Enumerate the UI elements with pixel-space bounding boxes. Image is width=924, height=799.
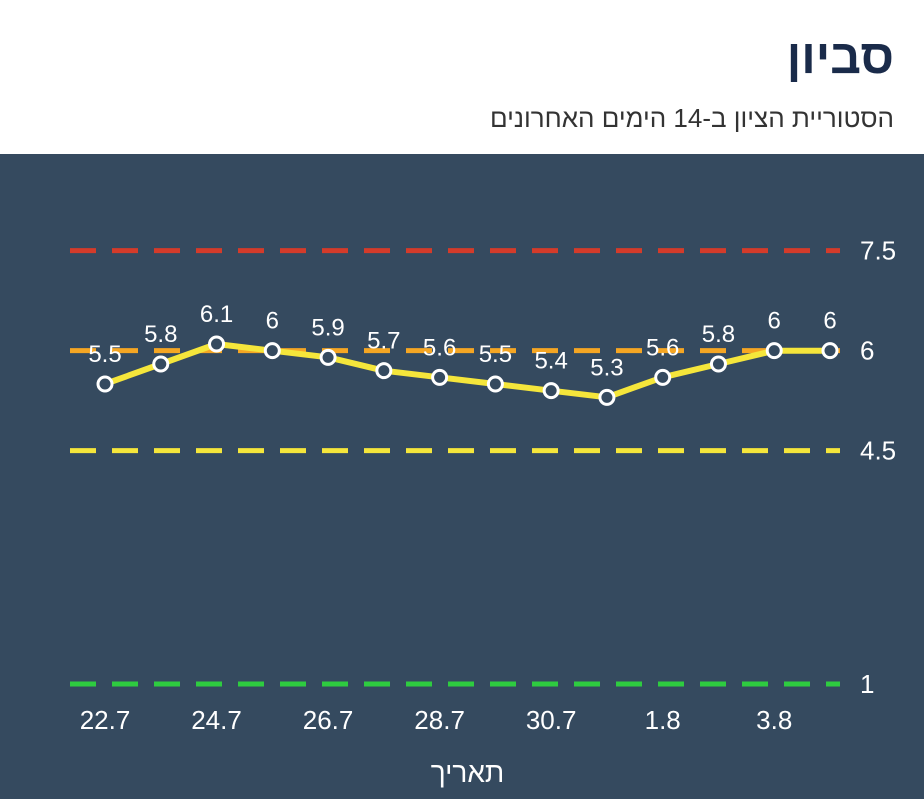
svg-text:5.8: 5.8 — [702, 321, 735, 348]
svg-text:1.8: 1.8 — [645, 705, 681, 735]
svg-text:5.5: 5.5 — [479, 341, 512, 368]
svg-text:5.7: 5.7 — [367, 328, 400, 355]
svg-text:6.1: 6.1 — [200, 301, 233, 328]
svg-text:24.7: 24.7 — [191, 705, 242, 735]
svg-text:30.7: 30.7 — [526, 705, 577, 735]
svg-text:22.7: 22.7 — [80, 705, 131, 735]
svg-text:1: 1 — [860, 669, 874, 699]
chart-container: 7.5 6 4.5 1 5.5 5.8 6.1 6 5.9 5.7 5.6 5.5 5.4 5.3 5.6 5… — [0, 154, 924, 799]
svg-text:6: 6 — [768, 308, 781, 335]
svg-text:7.5: 7.5 — [860, 236, 896, 266]
svg-text:3.8: 3.8 — [756, 705, 792, 735]
svg-text:6: 6 — [266, 308, 279, 335]
svg-text:5.6: 5.6 — [646, 334, 679, 361]
svg-text:28.7: 28.7 — [414, 705, 465, 735]
chart-header: סביון הסטוריית הציון ב-14 הימים האחרונים — [0, 0, 924, 154]
svg-text:5.5: 5.5 — [88, 341, 121, 368]
line-chart: 7.5 6 4.5 1 5.5 5.8 6.1 6 5.9 5.7 5.6 5.5 5.4 5.3 5.6 5… — [0, 154, 924, 799]
svg-text:6: 6 — [860, 336, 874, 366]
svg-text:5.4: 5.4 — [534, 348, 567, 375]
svg-text:5.3: 5.3 — [590, 354, 623, 381]
svg-text:5.6: 5.6 — [423, 334, 456, 361]
svg-text:תאריך: תאריך — [431, 757, 505, 788]
svg-text:5.9: 5.9 — [311, 314, 344, 341]
svg-text:6: 6 — [823, 308, 836, 335]
chart-title: סביון — [30, 30, 894, 85]
svg-text:5.8: 5.8 — [144, 321, 177, 348]
svg-text:4.5: 4.5 — [860, 436, 896, 466]
svg-text:26.7: 26.7 — [303, 705, 354, 735]
chart-subtitle: הסטוריית הציון ב-14 הימים האחרונים — [30, 103, 894, 134]
